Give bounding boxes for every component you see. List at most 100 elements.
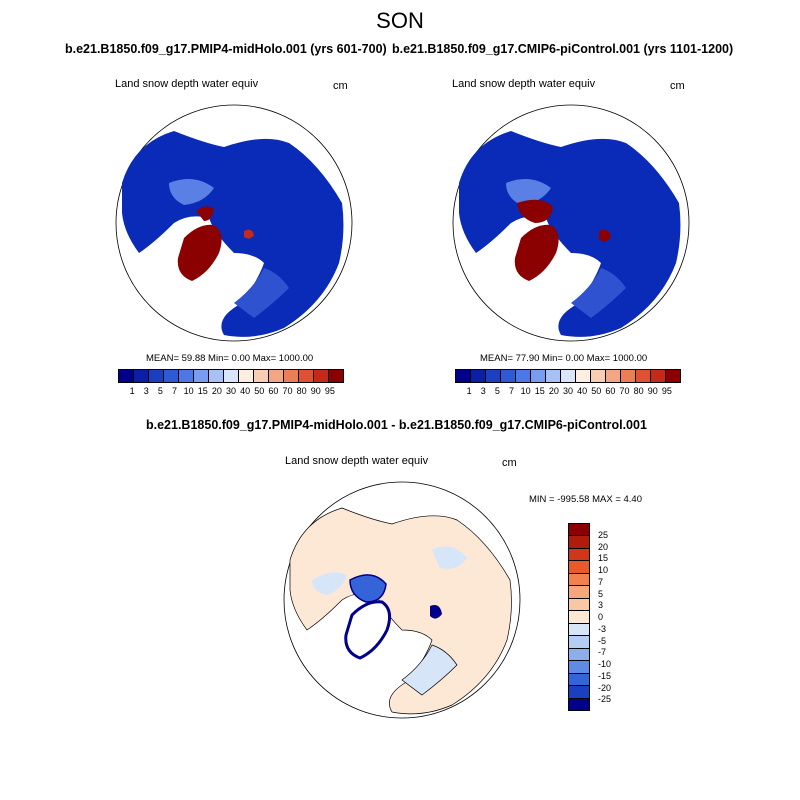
svalbard xyxy=(244,229,254,239)
panel-2-units: cm xyxy=(670,80,685,92)
greenland-edge xyxy=(344,600,392,660)
colorbar-1-tick-label: 10 xyxy=(183,386,194,396)
panel-1-title: b.e21.B1850.f09_g17.PMIP4-midHolo.001 (y… xyxy=(65,42,387,56)
colorbar-1-swatch xyxy=(239,370,254,382)
land-siberia-light xyxy=(506,179,551,205)
diff-panel-minmax: MIN = -995.58 MAX = 4.40 xyxy=(529,494,643,505)
colorbar-1-tick-label: 5 xyxy=(157,386,163,396)
colorbar-2-swatch xyxy=(471,370,486,382)
season-title: SON xyxy=(376,8,424,33)
panel-1-stats: MEAN= 59.88 Min= 0.00 Max= 1000.00 xyxy=(146,353,314,364)
diff-colorbar-tick-label: 7 xyxy=(598,576,604,587)
colorbar-2-tick-label: 5 xyxy=(494,386,500,396)
colorbar-2-swatch xyxy=(591,370,606,382)
svalbard xyxy=(599,229,611,242)
land-scandinavia xyxy=(234,268,289,318)
colorbar-2-tick-label: 3 xyxy=(480,386,486,396)
diff-colorbar-swatch xyxy=(569,561,589,574)
diff-colorbar-tick-label: -25 xyxy=(598,694,612,705)
diff-colorbar-swatch xyxy=(569,524,589,537)
diff-colorbar-tick-label: 10 xyxy=(598,565,609,575)
diff-colorbar-tick-label: -5 xyxy=(598,635,607,646)
diff-colorbar-swatch xyxy=(569,611,589,624)
colorbar-2-swatch xyxy=(456,370,471,382)
panel-2-variable: Land snow depth water equiv xyxy=(452,78,596,90)
colorbar-2-swatch xyxy=(486,370,501,382)
colorbar-1-swatch xyxy=(269,370,284,382)
panel-1-variable: Land snow depth water equiv xyxy=(115,78,259,90)
panel-1-map xyxy=(115,104,353,342)
colorbar-2-swatch xyxy=(621,370,636,382)
colorbar-2-tick-label: 50 xyxy=(591,386,602,396)
colorbar-2-tick-label: 60 xyxy=(605,386,616,396)
panel-2-colorbar: 1 3 5 7 10 15 20 30 40 50 60 70 80 90 95 xyxy=(455,369,681,396)
panel-1-colorbar: 1 3 5 7 10 15 20 30 40 50 60 70 80 90 95 xyxy=(118,369,344,396)
diff-colorbar-swatch xyxy=(569,598,589,612)
colorbar-2-swatch xyxy=(666,370,680,382)
colorbar-2-swatch xyxy=(636,370,651,382)
arctic-islands xyxy=(517,199,553,223)
colorbar-2-tick-label: 30 xyxy=(562,386,574,396)
colorbar-2-swatch xyxy=(606,370,621,382)
diff-colorbar-tick-label: 3 xyxy=(598,600,604,611)
colorbar-1-tick-label: 1 xyxy=(129,386,135,396)
colorbar-1-tick-label: 80 xyxy=(296,386,307,396)
colorbar-1-tick-label: 70 xyxy=(282,386,293,396)
arctic-islands xyxy=(196,206,214,221)
diff-colorbar-swatch xyxy=(569,623,589,637)
diff-colorbar-tick-label: -20 xyxy=(598,682,612,693)
colorbar-1-tick-label: 90 xyxy=(310,386,321,396)
colorbar-1-swatch xyxy=(134,370,149,382)
panel-1-units: cm xyxy=(333,80,348,92)
colorbar-2-tick-label: 20 xyxy=(548,386,559,396)
diff-colorbar-tick-label: 15 xyxy=(598,553,609,564)
diff-panel-variable: Land snow depth water equiv xyxy=(285,455,429,467)
diff-panel-units: cm xyxy=(502,457,517,469)
diff-colorbar-tick-label: -10 xyxy=(598,659,612,669)
land-scandinavia xyxy=(571,268,626,318)
diff-panel-map xyxy=(283,481,521,719)
diff-panel-title: b.e21.B1850.f09_g17.PMIP4-midHolo.001 - … xyxy=(146,418,647,432)
colorbar-1-swatch xyxy=(194,370,209,382)
diff-colorbar-tick-label: -7 xyxy=(598,647,607,658)
colorbar-2-swatch xyxy=(561,370,576,382)
colorbar-1-tick-label: 40 xyxy=(240,386,251,396)
colorbar-2-tick-label: 95 xyxy=(661,386,672,396)
colorbar-2-tick-label: 1 xyxy=(466,386,472,396)
land-scandinavia xyxy=(401,644,458,696)
diff-colorbar-swatch xyxy=(569,548,589,562)
diff-colorbar-swatch xyxy=(569,698,589,711)
panel-2-stats: MEAN= 77.90 Min= 0.00 Max= 1000.00 xyxy=(480,353,648,364)
diff-colorbar-swatch xyxy=(569,636,589,649)
diff-colorbar-swatch xyxy=(569,536,589,549)
arctic-islands xyxy=(349,574,387,603)
land-siberia-light xyxy=(169,179,214,205)
colorbar-2-swatch xyxy=(576,370,591,382)
diff-colorbar-swatch xyxy=(569,686,589,699)
diff-colorbar-swatch xyxy=(569,573,589,587)
diff-colorbar-swatch xyxy=(569,648,589,662)
colorbar-1-swatch xyxy=(119,370,134,382)
colorbar-1-tick-label: 15 xyxy=(197,386,208,396)
diff-colorbar-tick-label: -3 xyxy=(598,623,607,634)
diff-colorbar-swatch xyxy=(569,673,589,687)
colorbar-2-tick-label: 70 xyxy=(619,386,630,396)
diff-colorbar-tick-label: -15 xyxy=(598,670,612,681)
diff-panel-colorbar-labels: 25 20 15 10 7 5 3 0 -3 -5 -7 -10 -15 -20 -25 xyxy=(594,523,634,711)
colorbar-2-tick-label: 90 xyxy=(647,386,658,396)
colorbar-2-tick-label: 40 xyxy=(577,386,588,396)
colorbar-1-swatch xyxy=(224,370,239,382)
greenland xyxy=(177,224,222,281)
colorbar-1-tick-label: 95 xyxy=(324,386,335,396)
colorbar-2-swatch xyxy=(516,370,531,382)
colorbar-2-swatch xyxy=(531,370,546,382)
colorbar-1-swatch xyxy=(254,370,269,382)
colorbar-1-tick-label: 60 xyxy=(268,386,279,396)
colorbar-1-tick-label: 30 xyxy=(225,386,237,396)
colorbar-1-swatch xyxy=(299,370,314,382)
colorbar-1-swatch xyxy=(314,370,329,382)
colorbar-2-swatch xyxy=(501,370,516,382)
svalbard xyxy=(430,605,442,619)
colorbar-1-swatch xyxy=(164,370,179,382)
colorbar-1-tick-label: 50 xyxy=(254,386,265,396)
